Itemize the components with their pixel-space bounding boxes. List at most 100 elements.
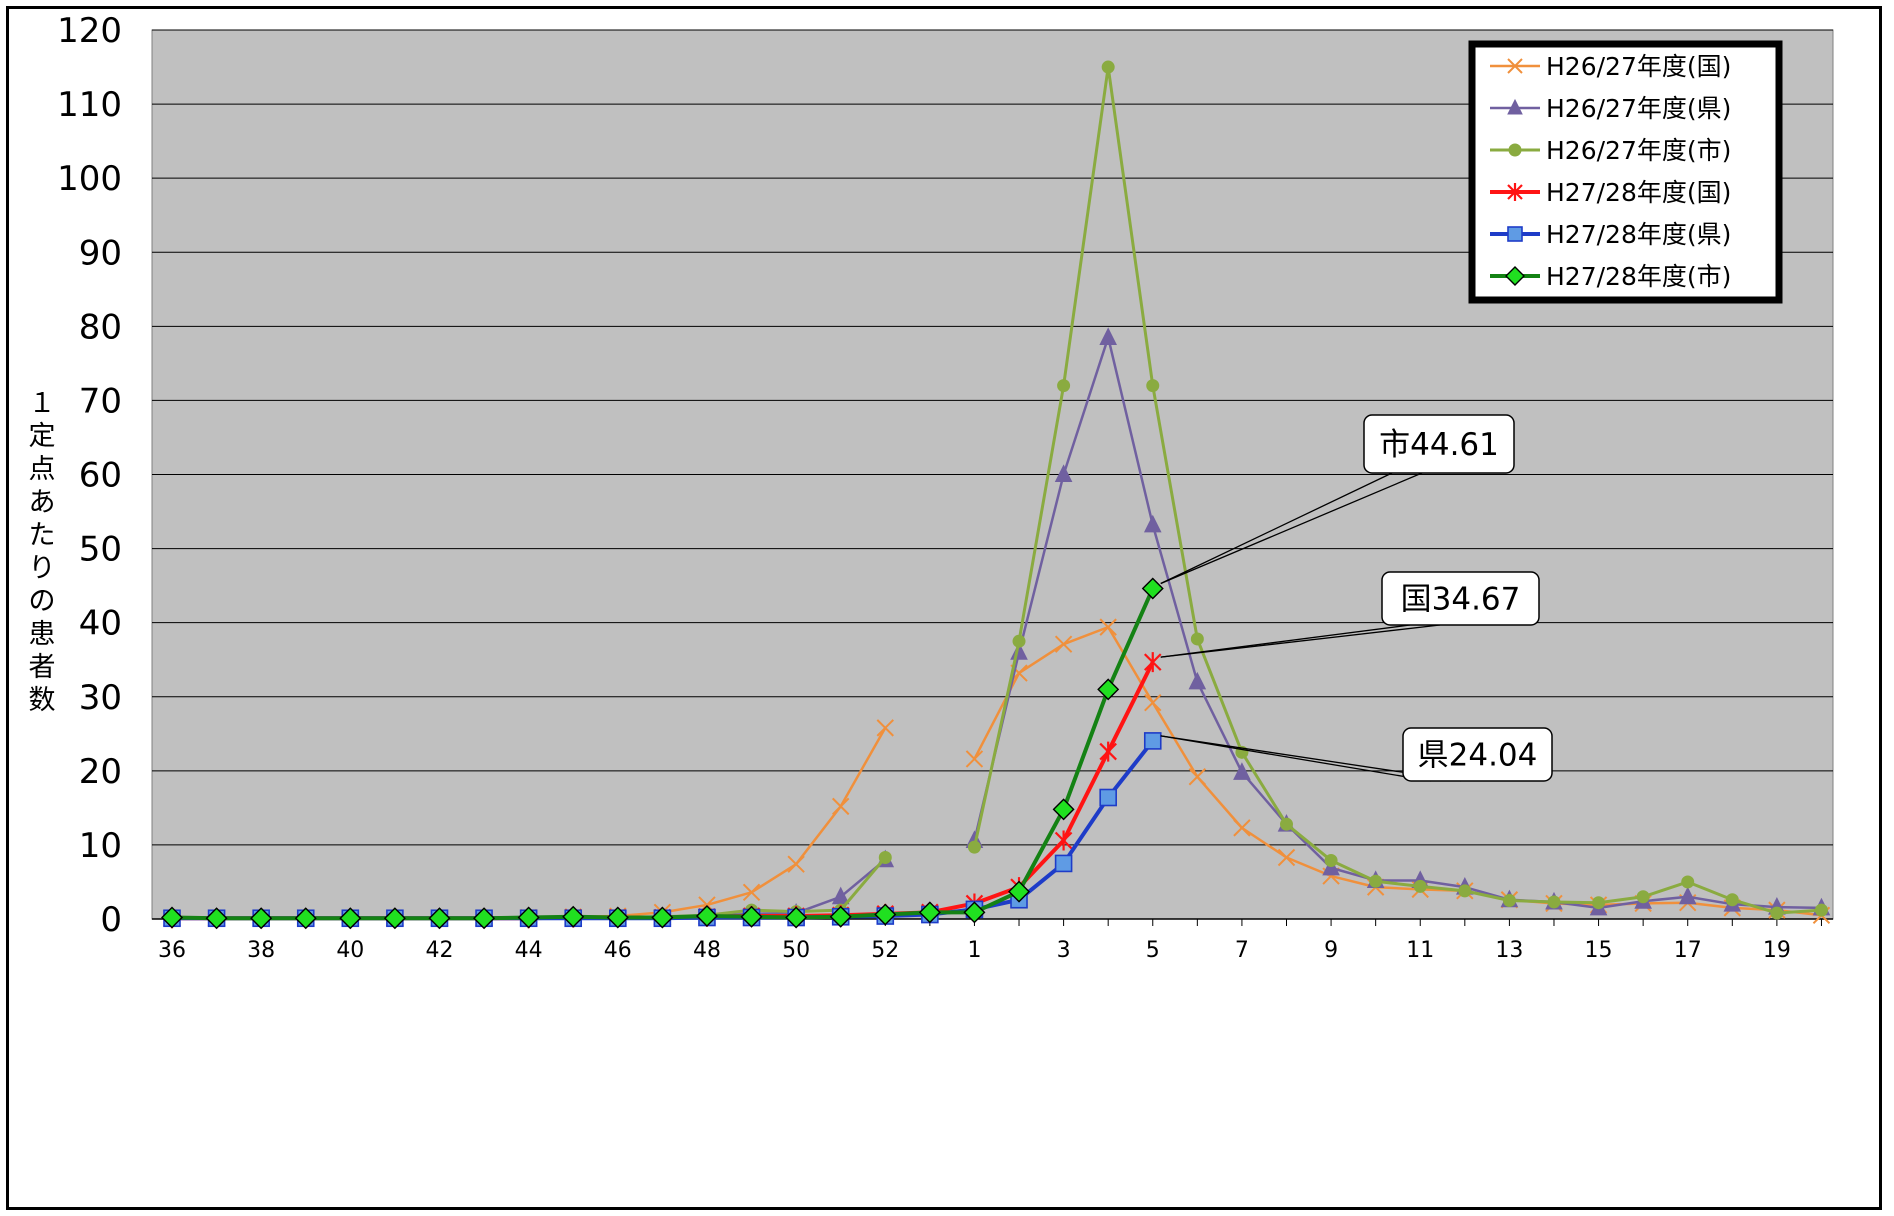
data-point [785, 906, 808, 929]
data-point [161, 906, 183, 929]
x-tick-label: 36 [158, 938, 186, 963]
data-point [1190, 632, 1204, 646]
y-tick-label: 50 [79, 530, 122, 570]
data-point [205, 907, 228, 930]
legend-item-4: H27/28年度(国) [1490, 178, 1731, 207]
y-label-char: あ [29, 487, 56, 518]
data-point [967, 840, 981, 854]
y-label-char: 数 [29, 685, 56, 716]
x-tick-label: 13 [1495, 938, 1523, 963]
callout-leader [1160, 735, 1432, 782]
y-tick-label: 60 [79, 456, 122, 496]
data-point [1146, 379, 1160, 393]
data-point [740, 905, 763, 928]
data-point [1592, 896, 1606, 910]
data-point [1508, 143, 1522, 157]
y-label-char: り [29, 553, 56, 584]
callout-label: 市44.61 [1379, 427, 1499, 463]
x-tick-label: 44 [515, 938, 543, 963]
data-point [1057, 379, 1071, 393]
x-tick-label: 52 [871, 938, 899, 963]
data-point [1099, 327, 1117, 345]
data-point [1099, 618, 1117, 636]
callouts: 市44.61 国34.67 県24.04 [1160, 414, 1553, 782]
data-point [339, 907, 362, 930]
callout-box [1381, 571, 1540, 626]
x-tick-label: 19 [1763, 938, 1791, 963]
data-point [1814, 903, 1828, 917]
data-point [1101, 60, 1115, 74]
data-point [473, 907, 496, 930]
data-point [695, 905, 718, 928]
y-label-char: 定 [29, 421, 56, 452]
data-point [250, 907, 273, 930]
data-point [1233, 762, 1251, 780]
data-point [742, 883, 761, 902]
x-tick-label: 38 [247, 938, 275, 963]
data-point [606, 906, 629, 929]
legend-label: H26/27年度(国) [1546, 52, 1731, 81]
legend-label: H26/27年度(県) [1546, 94, 1731, 123]
data-point [1277, 848, 1296, 867]
x-tick-label: 7 [1235, 938, 1249, 963]
data-point [383, 907, 406, 930]
legend-item-2: H26/27年度(県) [1490, 94, 1731, 123]
data-point [1636, 890, 1650, 904]
x-tick-label: 42 [425, 938, 453, 963]
legend-label: H27/28年度(国) [1546, 178, 1731, 207]
data-point [918, 901, 941, 924]
x-tick-label: 9 [1324, 938, 1338, 963]
data-point [1054, 854, 1073, 873]
x-tick-label: 50 [782, 938, 810, 963]
data-point [1502, 893, 1516, 907]
data-point [1770, 906, 1784, 920]
data-point [562, 905, 585, 928]
data-point [1099, 741, 1117, 762]
y-label-char: 者 [29, 652, 56, 683]
x-tick-label: 17 [1674, 938, 1702, 963]
y-label-char: の [29, 586, 56, 617]
data-point [878, 851, 892, 865]
data-point [1681, 875, 1695, 889]
series-line [972, 65, 1822, 915]
data-point [1141, 577, 1164, 600]
data-point [1188, 768, 1207, 786]
x-tick-label: 46 [604, 938, 632, 963]
data-point [1097, 678, 1120, 701]
data-point [1413, 879, 1427, 893]
data-point [829, 905, 852, 928]
chart-frame: 0 10 20 30 40 50 60 70 80 90 100 110 120 36 38 40 42 44 4… [6, 6, 1882, 1210]
data-point [428, 907, 451, 930]
x-tick-label: 3 [1057, 938, 1071, 963]
legend-label: H27/28年度(市) [1546, 262, 1731, 291]
data-point [1052, 798, 1075, 821]
data-point [1008, 880, 1031, 903]
y-tick-label: 10 [79, 826, 122, 866]
data-point [787, 855, 805, 873]
data-point [876, 719, 894, 737]
legend-item-1: H26/27年度(国) [1490, 52, 1731, 81]
data-point [1507, 98, 1523, 115]
data-point [294, 907, 317, 930]
data-point [1144, 693, 1162, 712]
callout-label: 県24.04 [1418, 738, 1538, 774]
y-label-char: た [29, 520, 56, 551]
data-point [1505, 266, 1525, 286]
callout-1: 市44.61 [1160, 414, 1515, 585]
callout-2: 国34.67 [1160, 571, 1540, 658]
legend-label: H27/28年度(県) [1546, 220, 1731, 249]
data-point [1143, 652, 1162, 673]
y-tick-label: 70 [79, 381, 122, 421]
callout-label: 国34.67 [1401, 582, 1521, 618]
data-point [1280, 817, 1293, 831]
y-tick-label: 120 [57, 11, 122, 51]
data-point [1054, 635, 1073, 653]
y-tick-label: 0 [100, 900, 122, 940]
y-tick-label: 20 [79, 752, 122, 792]
data-point [1507, 183, 1523, 201]
x-tick-label: 5 [1146, 938, 1160, 963]
data-point [1054, 830, 1073, 851]
y-tick-label: 30 [79, 678, 122, 718]
y-tick-label: 90 [79, 233, 122, 273]
x-tick-label: 11 [1406, 938, 1434, 963]
